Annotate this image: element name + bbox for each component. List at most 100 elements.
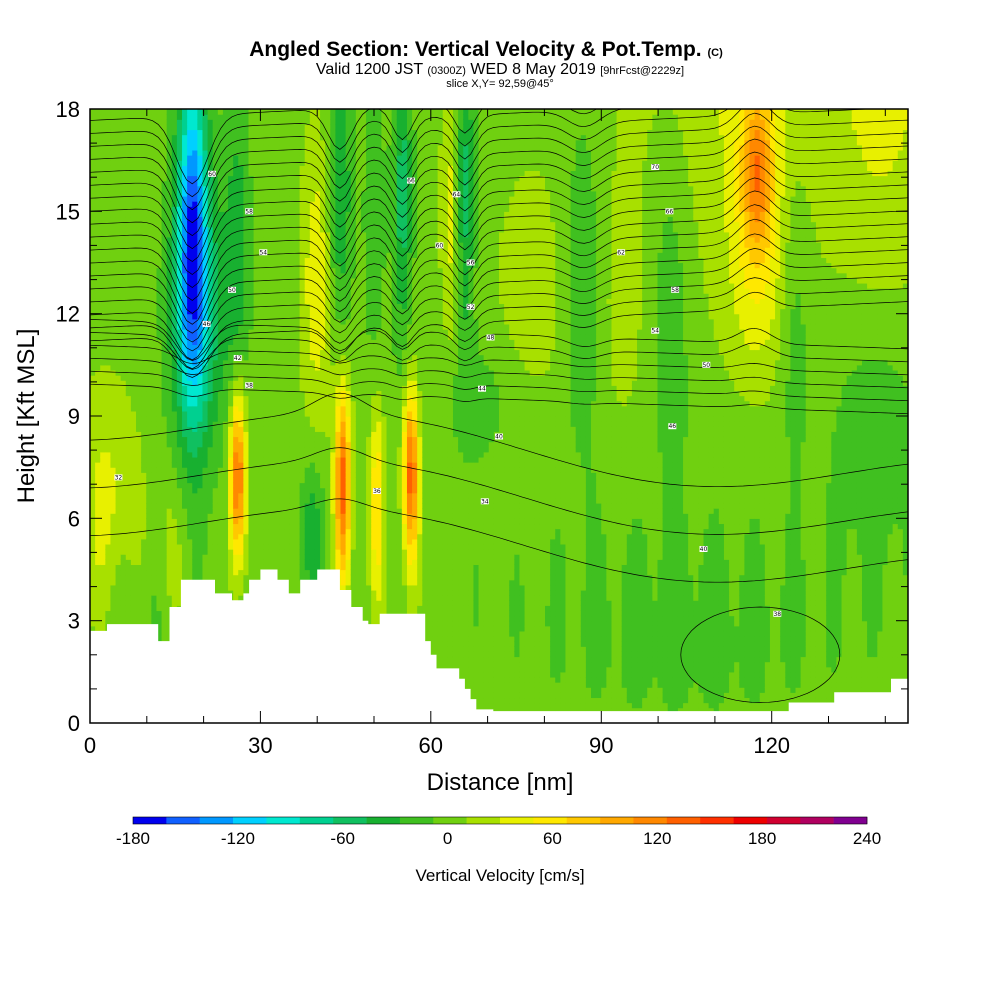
field-cell: [100, 344, 106, 350]
field-cell: [264, 298, 270, 304]
field-cell: [218, 472, 224, 478]
field-cell: [141, 293, 147, 299]
field-cell: [243, 263, 249, 269]
field-cell: [151, 114, 157, 120]
field-cell: [238, 334, 244, 340]
field-cell: [90, 626, 96, 632]
field-cell: [105, 396, 111, 402]
field-cell: [105, 585, 111, 591]
field-cell: [259, 314, 265, 320]
field-cell: [208, 503, 214, 509]
field-cell: [141, 503, 147, 509]
field-cell: [156, 534, 162, 540]
field-cell: [254, 477, 260, 483]
field-cell: [295, 575, 301, 581]
field-cell: [274, 477, 280, 483]
field-cell: [300, 554, 306, 560]
field-cell: [116, 303, 122, 309]
field-cell: [218, 416, 224, 422]
field-cell: [141, 150, 147, 156]
field-cell: [264, 406, 270, 412]
field-cell: [110, 498, 116, 504]
field-cell: [228, 523, 234, 529]
field-cell: [116, 406, 122, 412]
field-cell: [208, 493, 214, 499]
field-cell: [228, 186, 234, 192]
field-cell: [151, 488, 157, 494]
field-cell: [254, 314, 260, 320]
field-cell: [264, 140, 270, 146]
field-cell: [218, 452, 224, 458]
field-cell: [136, 467, 142, 473]
field-cell: [131, 554, 137, 560]
field-cell: [146, 263, 152, 269]
field-cell: [264, 145, 270, 151]
field-cell: [254, 396, 260, 402]
field-cell: [126, 570, 132, 576]
field-cell: [131, 191, 137, 197]
field-cell: [284, 170, 290, 176]
field-cell: [202, 483, 208, 489]
field-cell: [274, 124, 280, 130]
field-cell: [90, 160, 96, 166]
field-cell: [228, 462, 234, 468]
field-cell: [202, 119, 208, 125]
field-cell: [213, 431, 219, 437]
field-cell: [105, 176, 111, 182]
field-cell: [289, 488, 295, 494]
field-cell: [116, 319, 122, 325]
field-cell: [269, 324, 275, 330]
field-cell: [136, 544, 142, 550]
field-cell: [95, 621, 101, 627]
field-cell: [208, 411, 214, 417]
field-cell: [151, 165, 157, 171]
field-cell: [223, 406, 229, 412]
field-cell: [192, 411, 198, 417]
field-cell: [243, 426, 249, 432]
field-cell: [90, 268, 96, 274]
field-cell: [274, 298, 280, 304]
field-cell: [95, 237, 101, 243]
field-cell: [90, 554, 96, 560]
field-cell: [167, 554, 173, 560]
field-cell: [162, 119, 168, 125]
field-cell: [208, 559, 214, 565]
field-cell: [274, 488, 280, 494]
field-cell: [116, 160, 122, 166]
field-cell: [151, 252, 157, 258]
field-cell: [223, 570, 229, 576]
field-cell: [300, 436, 306, 442]
field-cell: [121, 549, 127, 555]
field-cell: [197, 457, 203, 463]
field-cell: [218, 539, 224, 545]
field-cell: [136, 559, 142, 565]
field-cell: [177, 416, 183, 422]
chart-title: Angled Section: Vertical Velocity & Pot.…: [249, 38, 723, 61]
field-cell: [279, 273, 285, 279]
field-cell: [116, 549, 122, 555]
field-cell: [192, 477, 198, 483]
field-cell: [295, 109, 301, 115]
field-cell: [141, 575, 147, 581]
field-cell: [192, 119, 198, 125]
field-cell: [269, 339, 275, 345]
subtitle-fcst: [9hrFcst@2229z]: [600, 65, 684, 77]
field-cell: [279, 447, 285, 453]
field-cell: [223, 293, 229, 299]
field-cell: [208, 140, 214, 146]
field-cell: [90, 283, 96, 289]
field-cell: [100, 268, 106, 274]
field-cell: [116, 529, 122, 535]
field-cell: [243, 436, 249, 442]
field-cell: [141, 191, 147, 197]
field-cell: [264, 390, 270, 396]
field-cell: [116, 411, 122, 417]
field-cell: [238, 467, 244, 473]
field-cell: [121, 605, 127, 611]
field-cell: [146, 421, 152, 427]
field-cell: [238, 237, 244, 243]
field-cell: [223, 493, 229, 499]
field-cell: [213, 385, 219, 391]
field-cell: [167, 416, 173, 422]
field-cell: [110, 396, 116, 402]
